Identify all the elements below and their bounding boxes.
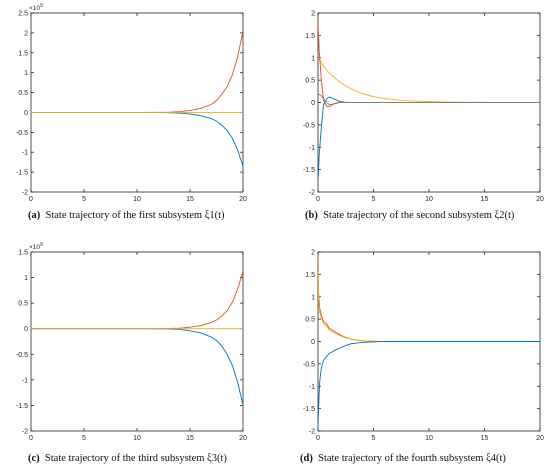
x-tick-label: 20 (536, 196, 544, 203)
y-tick-label: -1.5 (16, 170, 28, 177)
panel-3: 0 5 10 15 20 -2 -1.5 -1 -0.5 0 0.5 1 1.5×109 (c) Stat… (16, 242, 247, 464)
x-tick-label: 15 (481, 196, 489, 203)
y-tick-label: -2 (22, 429, 28, 436)
series-line-orange (31, 271, 243, 330)
panel-caption: (b) State trajectory of the second subsy… (305, 210, 515, 221)
y-tick-label: -2 (309, 429, 315, 436)
panel-caption-text: State trajectory of the second subsystem… (323, 210, 515, 221)
x-tick-label: 5 (82, 196, 86, 203)
y-tick-label: 0.5 (18, 90, 28, 97)
y-tick-label: 1 (24, 70, 28, 77)
y-exponent-label: ×109 (29, 3, 43, 12)
y-tick-label: 0.5 (305, 78, 315, 85)
x-tick-label: 15 (186, 435, 194, 442)
panel-caption: (c) State trajectory of the third subsys… (28, 453, 227, 464)
y-tick-label: -2 (309, 190, 315, 197)
y-tick-label: -2 (22, 190, 28, 197)
series-line-blue (31, 328, 243, 406)
y-tick-label: -0.5 (16, 130, 28, 137)
y-tick-label: -0.5 (303, 122, 315, 129)
x-tick-label: 20 (536, 435, 544, 442)
panel-letter: (d) (300, 453, 313, 464)
y-tick-label: 2 (24, 30, 28, 37)
series-line-blue (318, 96, 540, 184)
x-tick-label: 20 (239, 196, 247, 203)
series-line-orange (318, 21, 540, 108)
y-tick-label: -1 (309, 384, 315, 391)
panel-caption-text: State trajectory of the first subsystem … (46, 210, 226, 221)
series-line-yellow (318, 57, 540, 103)
y-tick-label: 0 (24, 326, 28, 333)
x-tick-label: 5 (82, 435, 86, 442)
x-tick-label: 10 (133, 435, 141, 442)
x-tick-label: 0 (316, 196, 320, 203)
plot-frame (30, 12, 244, 193)
panel-1: 0 5 10 15 20 -2 -1.5 -1 -0.5 0 0.5 1 1.5 2 2.5×109 (a) … (16, 3, 247, 221)
y-tick-label: 0 (311, 100, 315, 107)
y-tick-label: -0.5 (16, 352, 28, 359)
y-tick-label: -1 (309, 145, 315, 152)
series-line-blue (31, 111, 243, 167)
series-line-orange (31, 30, 243, 113)
y-tick-label: 0.5 (18, 301, 28, 308)
y-exponent-label: ×109 (29, 242, 43, 251)
series-line-yellow (318, 269, 540, 342)
x-tick-label: 5 (372, 435, 376, 442)
x-tick-label: 0 (29, 196, 33, 203)
panel-letter: (b) (305, 210, 318, 221)
x-tick-label: 15 (481, 435, 489, 442)
x-tick-label: 10 (425, 435, 433, 442)
y-tick-label: 0 (24, 110, 28, 117)
y-tick-label: -1.5 (303, 167, 315, 174)
y-tick-label: 1.5 (18, 250, 28, 257)
panel-letter: (c) (28, 453, 40, 464)
panel-caption: (d) State trajectory of the fourth subsy… (300, 453, 506, 464)
x-tick-label: 15 (186, 196, 194, 203)
y-tick-label: 2 (311, 11, 315, 18)
x-tick-label: 0 (29, 435, 33, 442)
y-tick-label: 2.5 (18, 11, 28, 18)
y-tick-label: 1.5 (18, 50, 28, 57)
x-tick-label: 5 (372, 196, 376, 203)
plot-frame (30, 251, 244, 432)
panel-letter: (a) (28, 210, 41, 221)
y-tick-label: 1 (311, 55, 315, 62)
series-line-blue (318, 341, 540, 427)
y-tick-label: -1 (22, 377, 28, 384)
x-tick-label: 0 (316, 435, 320, 442)
x-tick-label: 20 (239, 435, 247, 442)
y-tick-label: -1.5 (303, 406, 315, 413)
y-tick-label: 1.5 (305, 272, 315, 279)
y-tick-label: 1 (311, 294, 315, 301)
y-tick-label: 0 (311, 339, 315, 346)
x-tick-label: 10 (133, 196, 141, 203)
series-line-orange (318, 256, 540, 342)
y-tick-label: -1.5 (16, 403, 28, 410)
panel-4: 0 5 10 15 20 -2 -1.5 -1 -0.5 0 0.5 1 1.5 2 (d) State t… (300, 250, 544, 465)
series-line-gray (318, 93, 540, 106)
x-tick-label: 10 (425, 196, 433, 203)
y-tick-label: 0.5 (305, 317, 315, 324)
y-tick-label: -1 (22, 150, 28, 157)
y-tick-label: 2 (311, 250, 315, 257)
y-tick-label: 1.5 (305, 33, 315, 40)
y-tick-label: 1 (24, 275, 28, 282)
panel-2: 0 5 10 15 20 -2 -1.5 -1 -0.5 0 0.5 1 1.5 2 (b) State t… (303, 11, 544, 222)
panel-caption: (a) State trajectory of the first subsys… (28, 210, 225, 221)
y-tick-label: -0.5 (303, 361, 315, 368)
panel-caption-text: State trajectory of the fourth subsystem… (318, 453, 506, 464)
panel-caption-text: State trajectory of the third subsystem … (45, 453, 227, 464)
